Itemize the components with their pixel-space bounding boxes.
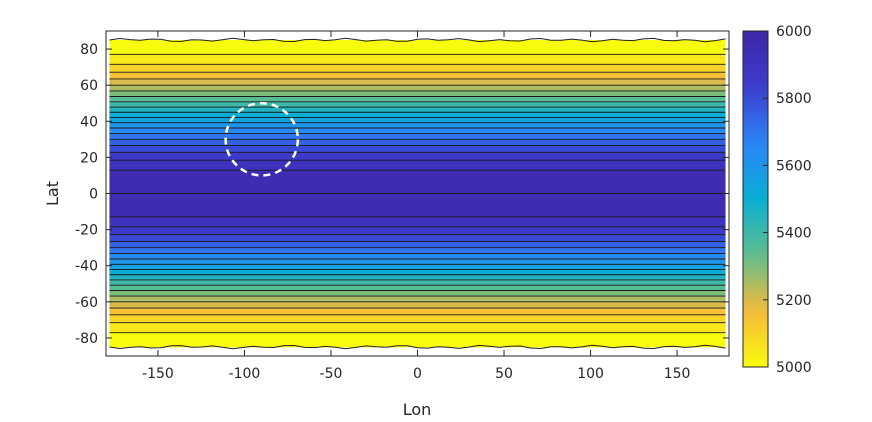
contour-band (109, 112, 726, 118)
dashed-circle-annotation (224, 101, 300, 177)
colorbar-tick-label: 5400 (776, 226, 812, 242)
y-tick-label: 60 (80, 78, 98, 94)
contour-band (109, 234, 726, 242)
y-tick-label: -80 (75, 331, 98, 347)
contour-band (109, 101, 726, 108)
y-tick-label: 40 (80, 114, 98, 130)
contour-band (109, 241, 726, 249)
y-axis-title: Lat (43, 181, 62, 206)
contour-fills (109, 40, 726, 348)
contour-band (109, 133, 726, 140)
contour-band (109, 72, 726, 80)
contour-band (109, 107, 726, 113)
y-axis-ticks: -80 -60 -40 -20 0 20 40 60 80 (75, 42, 729, 347)
contour-band (109, 64, 726, 73)
x-tick-label: 150 (664, 366, 691, 382)
x-tick-label: 50 (495, 366, 513, 382)
colorbar-tick-label: 6000 (776, 24, 812, 40)
contour-band (109, 308, 726, 316)
y-tick-label: -20 (75, 223, 98, 239)
contour-band (109, 96, 726, 103)
contour-band (109, 314, 726, 324)
y-tick-label: 0 (89, 187, 98, 203)
contour-band (109, 226, 726, 236)
contour-band (109, 40, 726, 55)
contour-band (109, 122, 726, 129)
contour-band (109, 253, 726, 260)
contour-band (109, 145, 726, 153)
x-tick-label: -150 (142, 366, 174, 382)
contour-lines (109, 37, 726, 350)
y-tick-label: 20 (80, 150, 98, 166)
contour-band (109, 193, 726, 218)
contour-band (109, 296, 726, 303)
data-edge-line (109, 344, 726, 350)
contour-band (109, 322, 726, 334)
contour-band (109, 247, 726, 254)
contour-band (109, 264, 726, 270)
contour-band-edge (109, 40, 726, 44)
y-tick-label: 80 (80, 42, 98, 58)
colorbar-tick-label: 5600 (776, 158, 812, 174)
contour-band (109, 152, 726, 161)
colorbar-tick-label: 5800 (776, 91, 812, 107)
contour-band (109, 117, 726, 124)
x-tick-label: 0 (413, 366, 422, 382)
contour-band (109, 139, 726, 146)
contour-band (109, 279, 726, 286)
colorbar-tick-label: 5200 (776, 293, 812, 309)
y-tick-label: -40 (75, 259, 98, 275)
contour-band-edge (109, 343, 726, 347)
contour-band (109, 85, 726, 92)
contour-band (109, 258, 726, 265)
x-axis-ticks: -150 -100 -50 0 50 100 150 (142, 31, 690, 382)
x-tick-label: 100 (577, 366, 604, 382)
contour-band (109, 170, 726, 194)
contour-band (109, 128, 726, 134)
colorbar (742, 30, 769, 368)
colorbar-tick-label: 5000 (776, 360, 812, 376)
contour-band (109, 301, 726, 309)
contour-band (109, 290, 726, 297)
contour-band (109, 269, 726, 276)
contour-band (109, 274, 726, 281)
data-edge-line (109, 37, 726, 43)
contour-band (109, 216, 726, 228)
contour-band (109, 285, 726, 291)
x-tick-label: -50 (320, 366, 343, 382)
x-axis-title: Lon (403, 400, 432, 419)
x-tick-label: -100 (229, 366, 261, 382)
colorbar-ticks: 5000 5200 5400 5600 5800 6000 (763, 24, 812, 376)
contour-band (109, 78, 726, 86)
y-tick-label: -60 (75, 295, 98, 311)
contour-band (109, 90, 726, 97)
contour-band (109, 54, 726, 65)
contour-band (109, 160, 726, 171)
